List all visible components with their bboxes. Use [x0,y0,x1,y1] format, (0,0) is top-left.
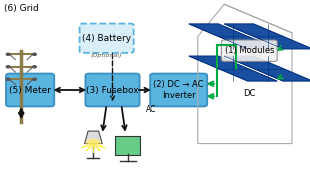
Text: (5) Meter: (5) Meter [9,86,51,94]
FancyBboxPatch shape [150,74,207,106]
Text: (6) Grid: (6) Grid [4,4,38,13]
FancyBboxPatch shape [6,74,54,106]
Text: (2) DC → AC
Inverter: (2) DC → AC Inverter [153,80,204,100]
Text: (4) Battery: (4) Battery [82,34,131,43]
Circle shape [89,141,98,146]
FancyBboxPatch shape [86,74,140,106]
FancyBboxPatch shape [80,24,134,53]
Polygon shape [189,56,277,81]
Circle shape [33,78,36,80]
Circle shape [33,66,36,68]
Polygon shape [224,24,310,49]
Text: (3) Fusebox: (3) Fusebox [86,86,139,94]
Polygon shape [189,24,277,49]
Circle shape [6,78,10,80]
Polygon shape [85,131,102,144]
Circle shape [6,66,10,68]
FancyBboxPatch shape [115,136,140,155]
Circle shape [6,53,10,55]
Text: (1) Modules: (1) Modules [224,46,274,55]
Text: AC: AC [146,105,157,114]
Circle shape [33,53,36,55]
Text: DC: DC [243,89,256,98]
Circle shape [86,139,101,148]
FancyBboxPatch shape [221,40,277,61]
Text: (Optional): (Optional) [91,53,122,58]
Polygon shape [224,56,310,81]
